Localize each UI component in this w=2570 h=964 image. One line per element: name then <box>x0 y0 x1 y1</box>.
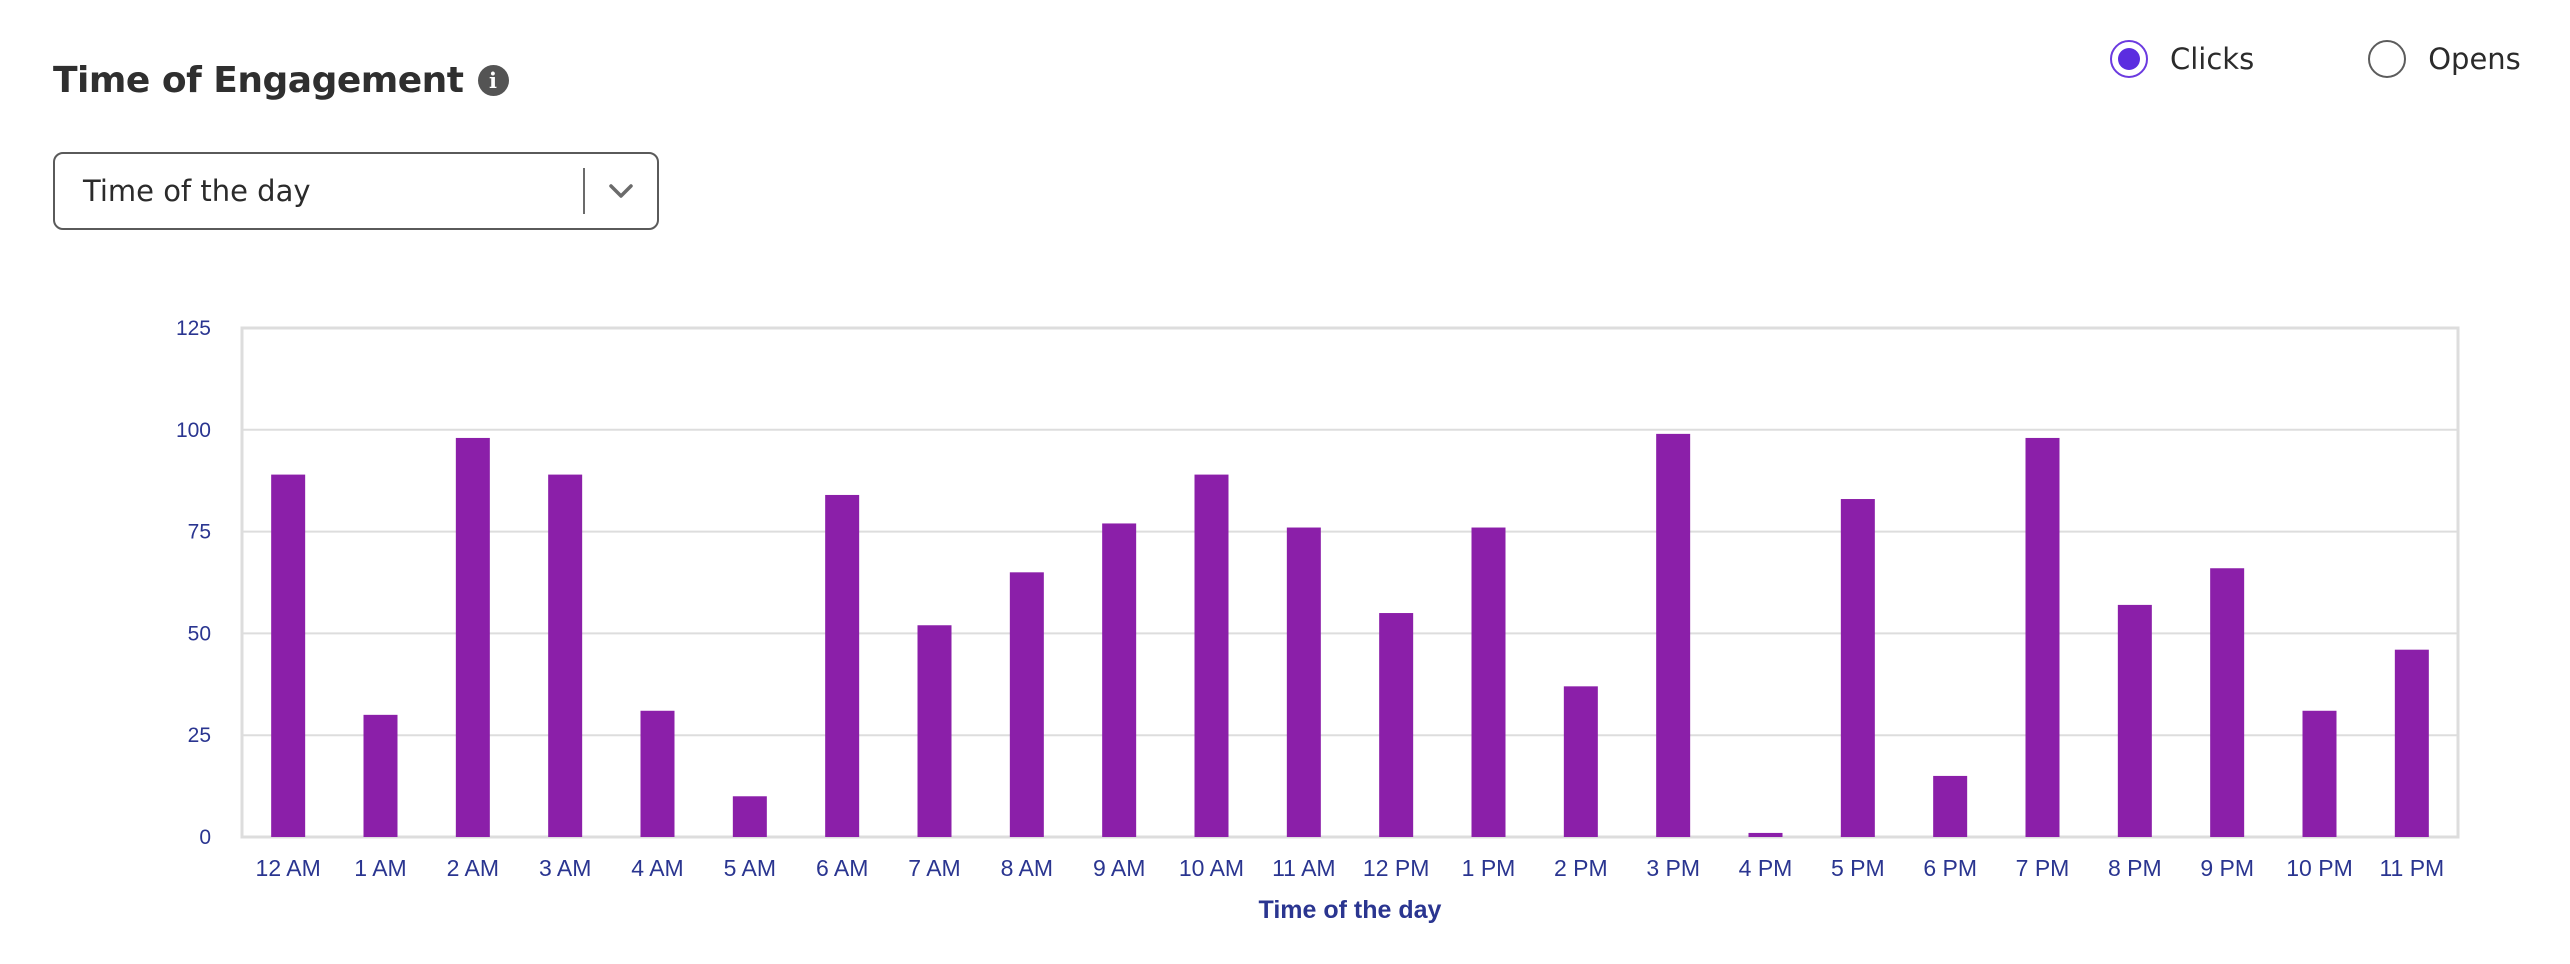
y-tick-label: 50 <box>188 622 211 645</box>
bar-9-pm <box>2210 568 2245 837</box>
x-tick-label: 12 PM <box>1363 855 1429 881</box>
bar-3-pm <box>1656 433 1691 837</box>
bar-12-pm <box>1379 613 1414 837</box>
bar-10-am <box>1194 474 1229 837</box>
x-axis-label: Time of the day <box>1259 896 1442 924</box>
time-range-select[interactable]: Time of the day <box>53 152 659 230</box>
bar-11-am <box>1286 527 1321 837</box>
bar-4-am <box>640 710 675 837</box>
bar-1-pm <box>1471 527 1506 837</box>
bar-12-am <box>271 474 306 837</box>
bar-3-am <box>548 474 583 837</box>
opens-radio[interactable]: Opens <box>2368 40 2521 78</box>
x-tick-label: 10 PM <box>2286 855 2352 881</box>
page-title: Time of Engagement <box>53 60 464 101</box>
bar-4-pm <box>1748 832 1783 837</box>
chevron-down-icon[interactable] <box>585 154 657 228</box>
x-tick-label: 7 PM <box>2016 855 2070 881</box>
title-row: Time of Engagement i <box>53 60 509 101</box>
x-tick-label: 4 AM <box>631 855 683 881</box>
y-tick-label: 25 <box>188 724 211 747</box>
clicks-radio-label[interactable]: Clicks <box>2170 42 2255 76</box>
bar-7-pm <box>2025 437 2060 837</box>
select-value: Time of the day <box>83 174 311 208</box>
bar-2-am <box>455 437 490 837</box>
bar-5-am <box>732 796 767 837</box>
x-tick-label: 10 AM <box>1179 855 1244 881</box>
bar-1-am <box>363 714 398 837</box>
x-tick-label: 11 PM <box>2379 855 2444 881</box>
metric-radio-group: Clicks Opens <box>2110 40 2521 78</box>
bar-6-pm <box>1933 775 1968 837</box>
opens-radio-indicator[interactable] <box>2368 40 2407 78</box>
y-tick-label: 75 <box>188 521 211 544</box>
plot-frame <box>240 326 2460 839</box>
x-tick-label: 4 PM <box>1739 855 1793 881</box>
x-tick-label: 2 AM <box>447 855 499 881</box>
clicks-radio[interactable]: Clicks <box>2110 40 2254 78</box>
bar-5-pm <box>1840 499 1875 837</box>
x-tick-label: 3 PM <box>1646 855 1700 881</box>
info-icon[interactable]: i <box>477 65 509 96</box>
x-tick-label: 5 PM <box>1831 855 1885 881</box>
bar-8-am <box>1009 572 1044 837</box>
y-tick-label: 125 <box>176 317 211 340</box>
opens-radio-label[interactable]: Opens <box>2428 42 2521 76</box>
bar-7-am <box>917 625 952 837</box>
bar-9-am <box>1102 523 1137 837</box>
x-tick-label: 5 AM <box>724 855 776 881</box>
y-tick-label: 100 <box>176 419 211 442</box>
x-tick-label: 1 AM <box>354 855 406 881</box>
x-tick-label: 9 PM <box>2200 855 2254 881</box>
radio-selected-dot <box>2118 48 2140 70</box>
bar-8-pm <box>2117 604 2152 837</box>
select-divider <box>583 168 585 214</box>
x-tick-label: 6 AM <box>816 855 868 881</box>
x-tick-label: 8 AM <box>1001 855 1053 881</box>
x-tick-label: 12 AM <box>256 855 321 881</box>
x-tick-label: 1 PM <box>1462 855 1516 881</box>
x-tick-label: 8 PM <box>2108 855 2162 881</box>
x-tick-label: 11 AM <box>1272 855 1336 881</box>
x-tick-label: 3 AM <box>539 855 591 881</box>
x-tick-label: 7 AM <box>908 855 960 881</box>
clicks-radio-indicator[interactable] <box>2110 40 2148 78</box>
x-tick-label: 9 AM <box>1093 855 1145 881</box>
y-tick-label: 0 <box>199 826 211 849</box>
x-tick-label: 2 PM <box>1554 855 1608 881</box>
bar-10-pm <box>2302 710 2337 837</box>
bar-11-pm <box>2394 649 2429 837</box>
bar-6-am <box>825 494 860 837</box>
bar-2-pm <box>1563 686 1598 837</box>
x-tick-label: 6 PM <box>1923 855 1977 881</box>
